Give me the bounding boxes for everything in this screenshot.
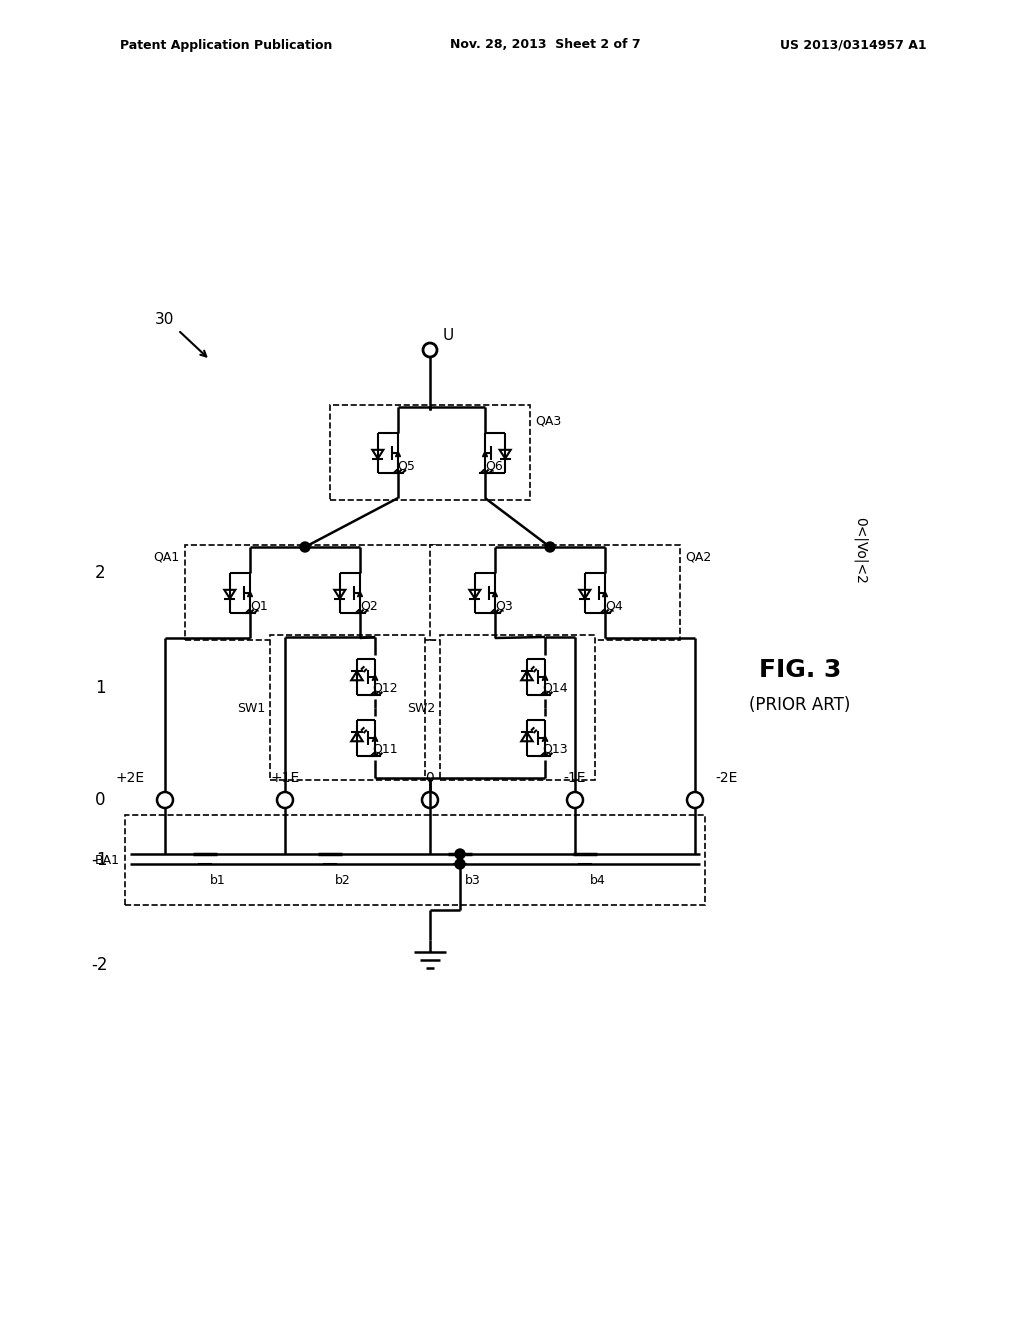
Bar [185, 545, 435, 640]
Text: Q6: Q6 [484, 459, 503, 473]
Text: Q12: Q12 [372, 682, 397, 694]
Circle shape [157, 792, 173, 808]
Polygon shape [500, 450, 511, 458]
Text: 2: 2 [94, 564, 105, 582]
Text: 1: 1 [94, 678, 105, 697]
Polygon shape [351, 672, 362, 680]
Circle shape [300, 543, 310, 552]
Text: U: U [442, 327, 454, 342]
Text: 0: 0 [95, 791, 105, 809]
Polygon shape [521, 672, 532, 680]
Text: Q14: Q14 [542, 682, 567, 694]
Text: -1: -1 [92, 851, 109, 869]
Text: SW1: SW1 [237, 701, 265, 714]
Circle shape [423, 343, 437, 356]
Text: Q13: Q13 [542, 743, 567, 756]
Text: Nov. 28, 2013  Sheet 2 of 7: Nov. 28, 2013 Sheet 2 of 7 [450, 38, 641, 51]
Text: Q3: Q3 [495, 599, 513, 612]
Bar [440, 635, 595, 780]
Text: b4: b4 [590, 874, 606, 887]
Bar [330, 405, 530, 500]
Text: 0<|Vo|<2: 0<|Vo|<2 [853, 516, 867, 583]
Polygon shape [521, 733, 532, 742]
Text: Q4: Q4 [605, 599, 623, 612]
Bar [125, 814, 705, 906]
Text: SW2: SW2 [407, 701, 435, 714]
Polygon shape [373, 450, 383, 458]
Circle shape [422, 792, 438, 808]
Polygon shape [351, 733, 362, 742]
Text: US 2013/0314957 A1: US 2013/0314957 A1 [780, 38, 927, 51]
Text: Q1: Q1 [250, 599, 267, 612]
Polygon shape [469, 590, 480, 598]
Text: 30: 30 [156, 313, 175, 327]
Circle shape [455, 849, 465, 859]
Circle shape [687, 792, 703, 808]
Circle shape [567, 792, 583, 808]
Text: Q5: Q5 [397, 459, 416, 473]
Polygon shape [334, 590, 345, 598]
Circle shape [278, 792, 293, 808]
Text: BA1: BA1 [95, 854, 120, 866]
Text: +2E: +2E [116, 771, 145, 785]
Text: b1: b1 [210, 874, 225, 887]
Text: 0: 0 [426, 771, 434, 785]
Text: QA1: QA1 [154, 550, 180, 564]
Text: FIG. 3: FIG. 3 [759, 657, 841, 682]
Text: Patent Application Publication: Patent Application Publication [120, 38, 333, 51]
Text: Q2: Q2 [359, 599, 378, 612]
Text: -2E: -2E [715, 771, 737, 785]
Text: b2: b2 [335, 874, 351, 887]
Text: QA2: QA2 [685, 550, 712, 564]
Text: +1E: +1E [270, 771, 300, 785]
Circle shape [455, 859, 465, 869]
Bar [430, 545, 680, 640]
Polygon shape [224, 590, 236, 598]
Text: -1E: -1E [564, 771, 587, 785]
Polygon shape [580, 590, 591, 598]
Text: (PRIOR ART): (PRIOR ART) [750, 696, 851, 714]
Circle shape [545, 543, 555, 552]
Bar [270, 635, 425, 780]
Text: Q11: Q11 [372, 743, 397, 756]
Text: -2: -2 [92, 956, 109, 974]
Text: QA3: QA3 [535, 414, 561, 428]
Text: b3: b3 [465, 874, 480, 887]
